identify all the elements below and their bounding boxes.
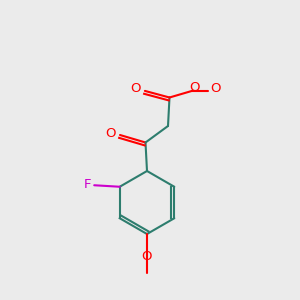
Text: O: O <box>210 82 220 95</box>
Text: F: F <box>84 178 92 191</box>
Text: O: O <box>142 250 152 263</box>
Text: O: O <box>130 82 141 95</box>
Text: O: O <box>106 127 116 140</box>
Text: O: O <box>189 81 200 94</box>
